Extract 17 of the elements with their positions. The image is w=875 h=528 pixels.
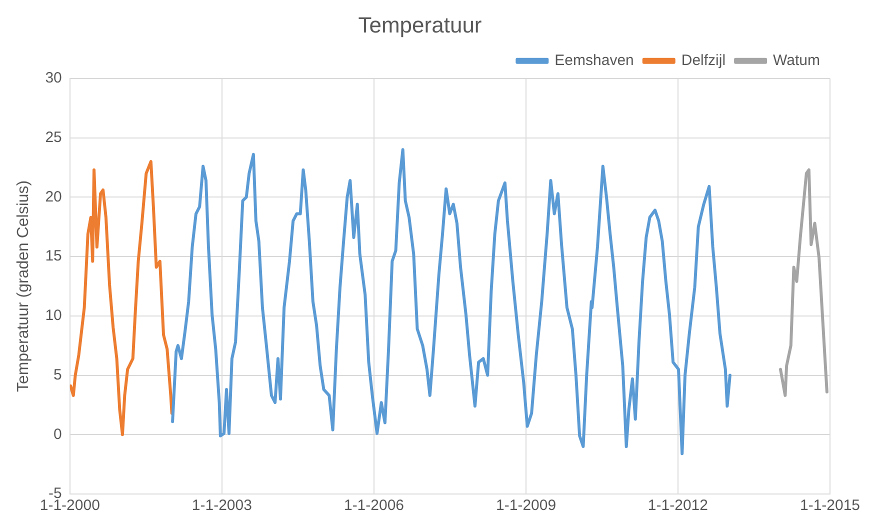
legend-label: Watum — [773, 52, 820, 70]
x-tick-label: 1-1-2009 — [496, 497, 556, 514]
x-tick-label: 1-1-2015 — [800, 497, 860, 514]
y-axis-title: Temperatuur (graden Celsius) — [15, 180, 32, 392]
y-tick-label: 0 — [54, 426, 62, 443]
x-tick-label: 1-1-2012 — [648, 497, 708, 514]
y-tick-label: 25 — [45, 128, 62, 146]
legend-label: Eemshaven — [554, 52, 634, 70]
x-tick-label: 1-1-2006 — [344, 497, 404, 514]
chart-title: Temperatuur — [358, 12, 482, 38]
y-tick-label: 15 — [45, 248, 62, 265]
y-tick-label: 30 — [45, 70, 62, 87]
y-tick-label: 5 — [54, 366, 62, 384]
legend-label: Delfzijl — [681, 52, 726, 70]
y-tick-label: 10 — [45, 307, 62, 324]
y-tick-label: 20 — [45, 188, 62, 206]
x-tick-label: 1-1-2003 — [192, 497, 252, 514]
